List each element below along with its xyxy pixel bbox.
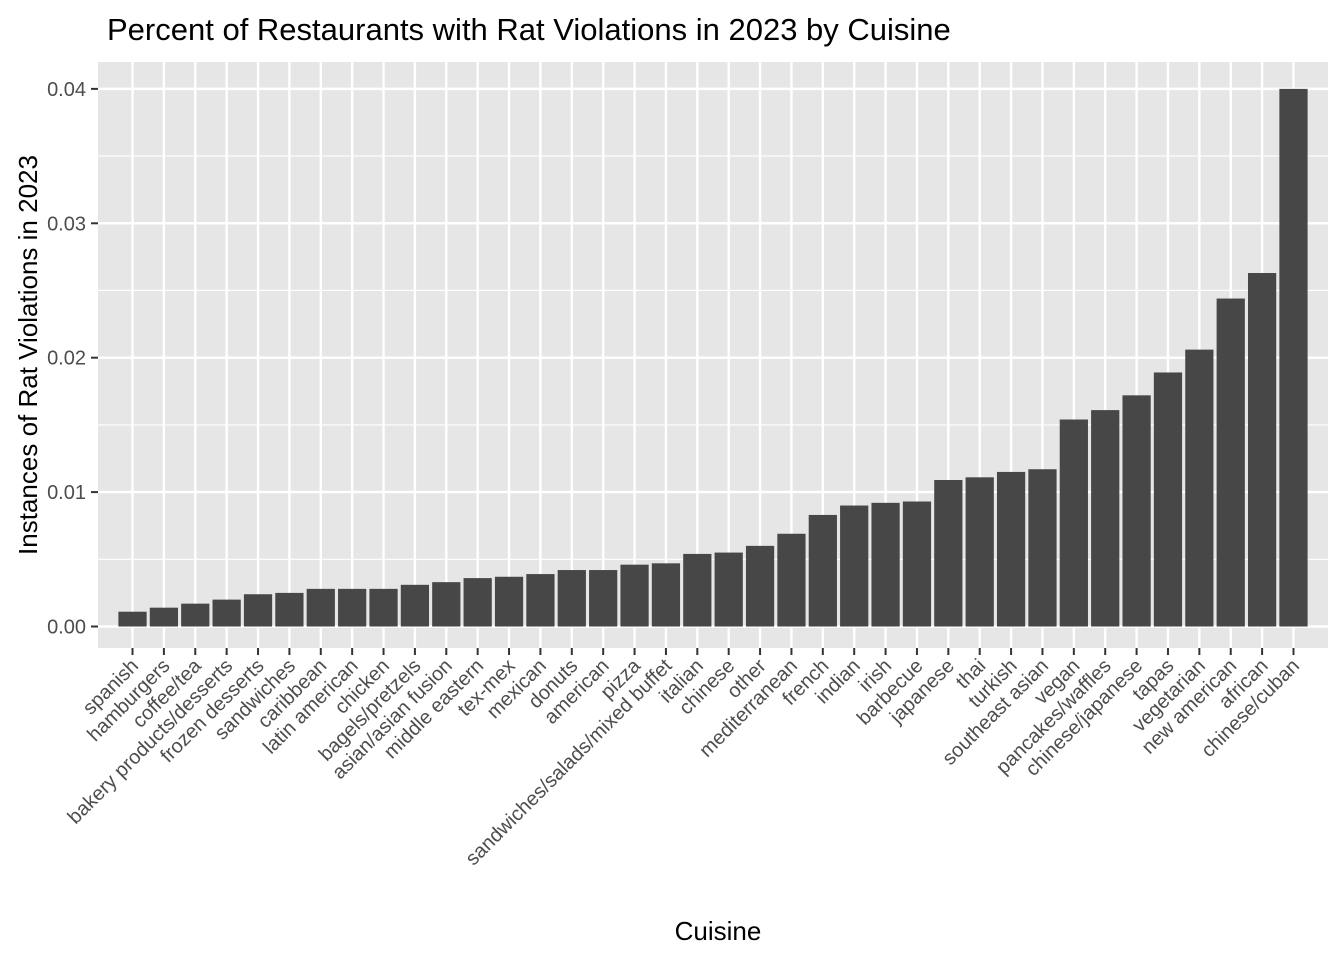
bar xyxy=(432,582,461,627)
y-tick-label: 0.02 xyxy=(47,348,86,370)
bar xyxy=(714,552,743,627)
bar xyxy=(934,479,963,627)
bar xyxy=(118,611,147,627)
bar xyxy=(463,578,492,627)
y-tick-label: 0.04 xyxy=(47,79,86,101)
bar xyxy=(620,564,649,627)
bar xyxy=(589,570,618,627)
bar xyxy=(902,501,932,627)
bar xyxy=(1122,395,1151,627)
bar xyxy=(683,553,712,627)
chart-title: Percent of Restaurants with Rat Violatio… xyxy=(107,12,951,47)
y-tick-label: 0.01 xyxy=(47,482,86,504)
bar xyxy=(1153,372,1183,627)
bar xyxy=(965,477,994,627)
bar xyxy=(526,574,555,627)
bar xyxy=(1279,88,1308,627)
bar xyxy=(745,545,775,627)
bar xyxy=(494,576,524,627)
bar xyxy=(1185,349,1214,627)
bar xyxy=(1028,469,1057,627)
bar xyxy=(306,588,335,627)
bar xyxy=(557,570,586,627)
bars xyxy=(118,88,1308,627)
bar xyxy=(840,505,869,627)
bar xyxy=(1059,419,1088,627)
bar xyxy=(400,584,430,627)
bar xyxy=(651,563,681,627)
y-axis-ticks: 0.00 0.01 0.02 0.03 0.04 xyxy=(47,79,98,638)
bar xyxy=(996,471,1026,627)
bar xyxy=(243,594,273,627)
y-tick-label: 0.00 xyxy=(47,616,86,638)
bar xyxy=(149,607,179,627)
bar xyxy=(808,514,837,627)
bar xyxy=(338,588,367,627)
bar xyxy=(275,592,304,627)
x-axis-title: Cuisine xyxy=(675,916,762,946)
y-axis-title: Instances of Rat Violations in 2023 xyxy=(13,155,43,555)
bar xyxy=(181,603,210,627)
bar xyxy=(1247,273,1277,627)
bar xyxy=(1091,410,1120,627)
bar xyxy=(1216,298,1245,627)
y-tick-label: 0.03 xyxy=(47,213,86,235)
bar xyxy=(212,599,241,627)
bar xyxy=(777,533,806,627)
bar xyxy=(369,588,398,627)
bar xyxy=(871,502,900,627)
